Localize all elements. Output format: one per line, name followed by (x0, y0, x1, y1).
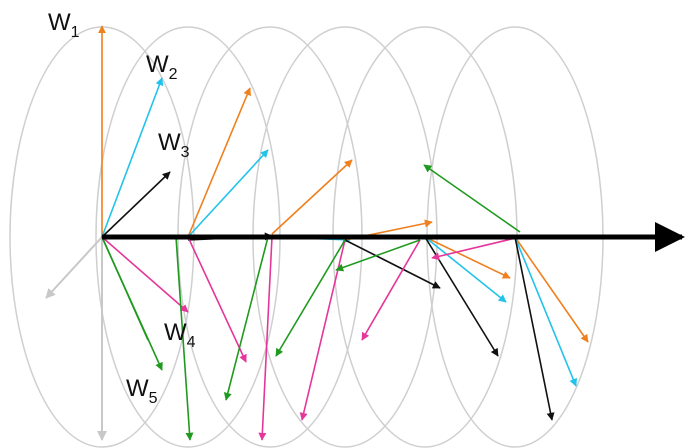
label-w1: W1 (48, 9, 80, 41)
frame-4-magenta (299, 239, 346, 421)
frame-5-orange (424, 236, 511, 279)
frame-2-orange (187, 87, 251, 238)
frame-3-black (258, 236, 273, 441)
w4-vector (101, 236, 189, 313)
frame-4-vectors (275, 219, 441, 421)
frame-4-green-short (335, 239, 421, 272)
frame-6-orange (514, 236, 589, 343)
label-w4: W4 (164, 319, 196, 351)
frame-6-black (514, 236, 555, 421)
frame-4-green (275, 239, 346, 357)
frame-4-magenta-short (361, 239, 421, 341)
frame-3-green (223, 236, 269, 401)
frame-2-magenta (187, 236, 247, 363)
frame-3-orange (271, 159, 353, 235)
w5-vector-extension (101, 236, 149, 341)
frame-5-magenta (431, 236, 521, 261)
frame-3-vectors (223, 159, 353, 441)
frame-6-cyan (514, 236, 577, 387)
frame-5-green (423, 164, 521, 233)
label-w3: W3 (158, 129, 190, 161)
frame-2-vectors (175, 87, 273, 441)
frame-2-cyan (187, 149, 269, 238)
frame-6-vectors (514, 236, 589, 421)
label-w2: W2 (146, 51, 178, 83)
w2-vector (101, 77, 164, 238)
frame-5-vectors (423, 164, 521, 357)
label-w5: W5 (126, 375, 158, 407)
frame-1-vectors (98, 25, 189, 371)
frame-4-black (344, 239, 441, 289)
frame-2-green (175, 236, 194, 441)
frame-5-cyan (424, 236, 507, 303)
gray-vector-diag (45, 236, 103, 299)
w3-vector (101, 171, 171, 238)
